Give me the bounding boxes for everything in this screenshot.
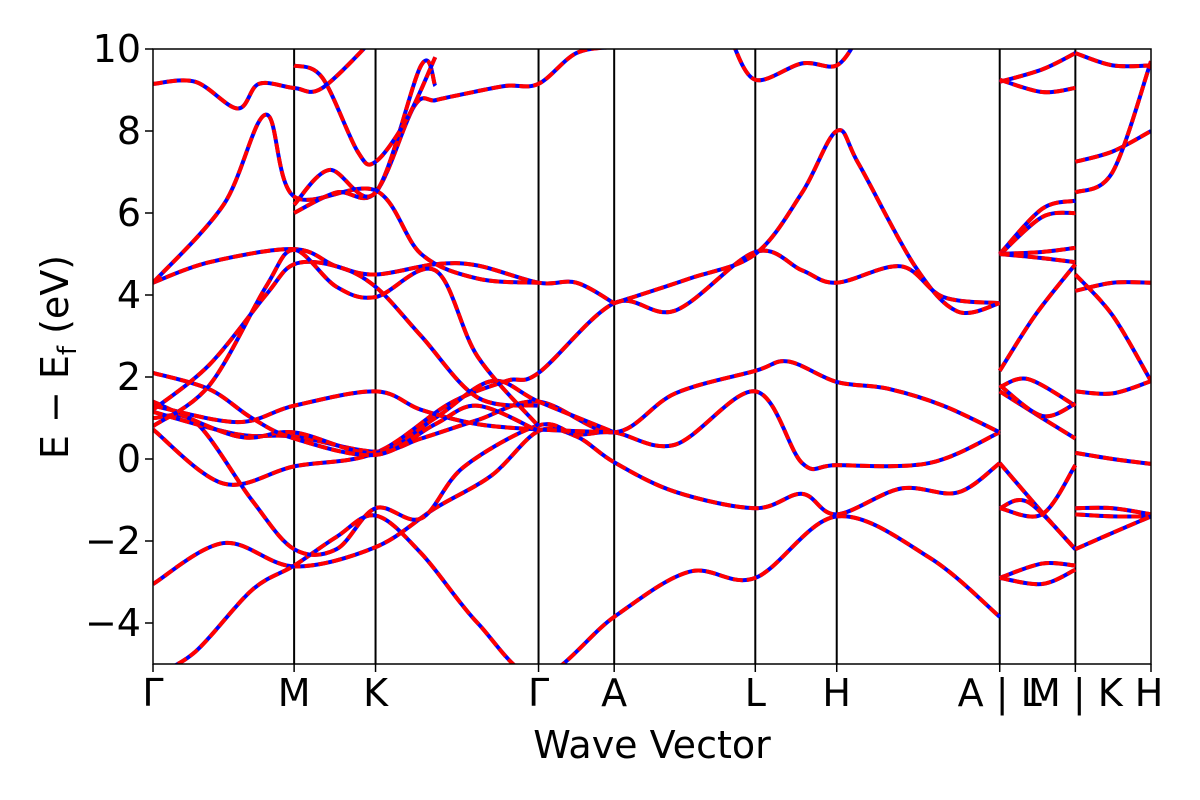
band-0-spin-up (153, 426, 1001, 586)
band-4-spin-up (153, 359, 1001, 454)
x-tick-label: Γ (142, 671, 163, 715)
y-tick-label: 4 (117, 273, 141, 317)
band-19-spin-up (999, 77, 1076, 95)
band-2-spin-up (153, 248, 1000, 487)
band-36-spin-up (1074, 280, 1151, 293)
band-16-spin-down (733, 49, 854, 83)
band-10-spin-up (153, 259, 539, 412)
band-8-spin-up (153, 247, 616, 305)
band-33-spin-down (1074, 129, 1151, 164)
x-tick-label: A (601, 671, 627, 715)
kpoint-lines (293, 49, 1077, 664)
band-42-spin-up (1074, 514, 1151, 552)
y-tick-label: 10 (93, 27, 141, 71)
x-tick-label: M (278, 671, 311, 715)
band-25-spin-up (998, 376, 1077, 408)
band-31-spin-up (999, 560, 1076, 580)
y-axis-ticks: −4 −2 0 2 4 6 8 10 (85, 27, 153, 645)
band-29-spin-down (998, 497, 1077, 551)
band-2-spin-down (153, 248, 1000, 487)
band-27-spin-down (998, 383, 1077, 419)
x-tick-label: H (1135, 671, 1164, 715)
x-tick-label: M | K (1028, 671, 1124, 716)
band-18-spin-down (999, 51, 1077, 84)
band-23-spin-up (999, 252, 1076, 265)
y-axis-title-unit: (eV) (33, 255, 77, 346)
y-tick-label: 8 (117, 109, 141, 153)
y-axis-title-main: E − E (33, 355, 77, 459)
band-18-spin-up (999, 51, 1077, 84)
y-tick-label: −4 (85, 601, 141, 645)
band-9-spin-up (153, 112, 539, 285)
band-lines (153, 49, 1151, 664)
band-15-spin-down (293, 56, 438, 167)
x-tick-label: A | L (958, 671, 1042, 716)
band-16-spin-up (733, 49, 854, 83)
x-tick-label: L (745, 671, 766, 715)
band-32-spin-up (999, 567, 1077, 587)
band-3-spin-up (153, 389, 1001, 557)
x-tick-label: K (363, 671, 389, 715)
band-11-spin-up (153, 247, 541, 428)
band-9-spin-down (153, 112, 539, 285)
band-14-spin-up (292, 58, 438, 207)
y-tick-label: 6 (117, 191, 141, 235)
band-25-spin-down (998, 376, 1077, 408)
band-42-spin-down (1074, 514, 1151, 552)
band-37-spin-down (1073, 273, 1151, 383)
x-tick-label: Γ (528, 671, 549, 715)
y-axis-title: E − Ef (eV) (33, 255, 83, 459)
y-tick-label: −2 (85, 519, 141, 563)
band-30-spin-up (999, 464, 1078, 519)
band-39-spin-up (1075, 450, 1151, 466)
band-13-spin-up (293, 49, 614, 215)
band-1-spin-up (173, 513, 1002, 664)
band-29-spin-up (998, 497, 1077, 551)
band-34-spin-up (1074, 60, 1151, 195)
band-7-spin-up (153, 370, 540, 458)
band-33-spin-up (1074, 129, 1151, 164)
plot-frame (152, 48, 1152, 665)
band-12-spin-up (153, 49, 367, 111)
band-24-spin-up (998, 263, 1077, 372)
band-21-spin-up (998, 210, 1076, 257)
band-37-spin-up (1073, 273, 1151, 383)
y-tick-label: 2 (117, 355, 141, 399)
band-38-spin-down (1075, 379, 1151, 396)
y-tick-label: 0 (117, 437, 141, 481)
band-40-spin-up (1075, 505, 1151, 517)
band-38-spin-up (1075, 379, 1151, 396)
x-tick-label: H (822, 671, 851, 715)
band-0-spin-down (153, 426, 1001, 586)
band-19-spin-down (999, 77, 1076, 95)
band-35-spin-up (1074, 51, 1151, 69)
band-5-spin-up (153, 378, 615, 455)
band-35-spin-down (1074, 51, 1151, 69)
y-axis-title-subscript: f (53, 345, 83, 355)
band-41-spin-up (1075, 512, 1151, 519)
band-17-spin-up (613, 128, 1001, 315)
x-axis-title: Wave Vector (533, 723, 771, 767)
band-15-spin-up (293, 56, 438, 167)
